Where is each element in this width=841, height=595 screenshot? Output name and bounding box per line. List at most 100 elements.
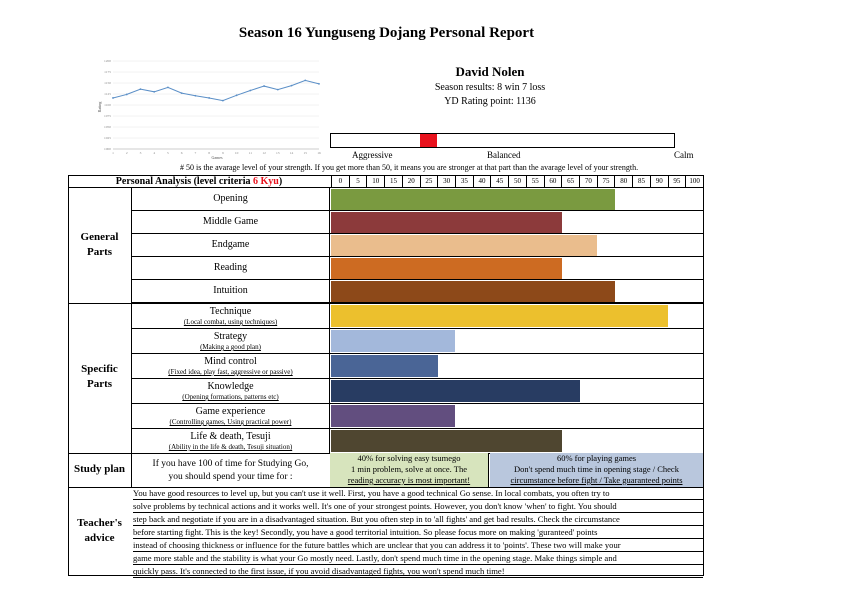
- percent-tick: 40: [472, 176, 491, 187]
- tsumego-plan-line2: 1 min problem, solve at once. The: [351, 464, 467, 474]
- percent-tick: 50: [508, 176, 526, 187]
- percent-tick: 15: [384, 176, 402, 187]
- specific-item-description: (Ability in the life & death, Tesuji sit…: [168, 443, 293, 451]
- specific-item-description: (Local combat, using techniques): [183, 318, 278, 326]
- chart-y-axis-label: Rating: [97, 102, 102, 113]
- games-plan-line2: Don't spend much time in opening stage /…: [514, 464, 679, 474]
- specific-item-cell: Strategy (Making a good plan): [132, 330, 329, 351]
- specific-item-cell: Technique (Local combat, using techniques…: [132, 305, 329, 326]
- general-parts-label: General Parts: [68, 230, 131, 260]
- rating-data-point: [221, 99, 224, 102]
- percent-tick: 25: [419, 176, 438, 187]
- general-item-bar: [331, 189, 615, 210]
- analysis-header: Personal Analysis (level criteria 6 Kyu): [68, 176, 330, 187]
- percent-tick: 10: [366, 176, 384, 187]
- specific-label-line1: Specific: [81, 363, 118, 375]
- specific-item-cell: Life & death, Tesuji (Ability in the life…: [132, 430, 329, 451]
- percent-tick: 20: [401, 176, 420, 187]
- percent-tick: 75: [596, 176, 615, 187]
- specific-parts-label: Specific Parts: [68, 362, 131, 392]
- rating-data-point: [318, 82, 320, 85]
- advice-line: game more stable and the stability is wh…: [133, 552, 703, 565]
- question-line1: If you have 100 of time for Studying Go,: [152, 459, 309, 469]
- percent-tick: 45: [490, 176, 508, 187]
- player-name: David Nolen: [455, 64, 525, 79]
- study-plan-label: Study plan: [73, 463, 126, 475]
- chart-y-tick-label: 1175: [104, 70, 111, 74]
- percent-tick: 30: [437, 176, 455, 187]
- chart-y-tick-label: 1125: [104, 92, 111, 96]
- rating-data-point: [180, 92, 183, 95]
- percent-tick: 70: [579, 176, 597, 187]
- specific-item-description: (Making a good plan): [200, 343, 261, 351]
- analysis-header-text: Personal Analysis (level criteria: [115, 176, 253, 187]
- percent-tick: 60: [543, 176, 562, 187]
- specific-item-label: Knowledge: [207, 381, 254, 392]
- specific-item-bar: [331, 330, 456, 352]
- question-line2: you should spend your time for :: [168, 472, 293, 482]
- rating-data-point: [139, 88, 142, 91]
- general-label-line2: Parts: [86, 246, 113, 258]
- percent-tick: 85: [632, 176, 650, 187]
- general-item-bar: [331, 235, 598, 256]
- chart-x-tick-label: 10: [235, 151, 239, 155]
- chart-x-tick-label: 4: [153, 151, 155, 155]
- chart-y-tick-label: 1000: [104, 147, 111, 151]
- percent-tick: 0: [331, 176, 349, 187]
- rating-data-point: [304, 79, 307, 82]
- report-title: Season 16 Yunguseng Dojang Personal Repo…: [238, 25, 535, 41]
- rating-data-point: [125, 93, 128, 96]
- aggressive-label: Aggressive: [352, 150, 393, 160]
- analysis-header-close: ): [278, 176, 283, 187]
- advice-label-line2: advice: [84, 532, 115, 544]
- chart-x-axis-label: Games: [211, 155, 223, 160]
- advice-line: quickly pass. It's connected to the firs…: [133, 565, 703, 578]
- games-plan-line3: circumstance before fight / Take guarant…: [510, 475, 683, 485]
- balanced-label: Balanced: [487, 150, 521, 160]
- chart-x-tick-label: 15: [304, 151, 308, 155]
- specific-item-bar: [331, 355, 438, 377]
- chart-x-tick-label: 7: [195, 151, 197, 155]
- chart-y-tick-label: 1100: [104, 103, 111, 107]
- chart-y-tick-label: 1200: [104, 59, 111, 63]
- chart-x-tick-label: 8: [208, 151, 210, 155]
- rating-data-point: [263, 85, 265, 87]
- specific-item-description: (Controlling games, Using practical powe…: [169, 418, 292, 426]
- specific-item-cell: Knowledge (Opening formations, patterns e…: [132, 380, 329, 401]
- specific-item-bar: [331, 380, 580, 402]
- specific-item-cell: Mind control (Fixed idea, play fast, aggr…: [132, 355, 329, 376]
- level-criteria: 6 Kyu: [253, 176, 279, 187]
- advice-line: You have good resources to level up, but…: [133, 487, 703, 500]
- specific-item-bar: [331, 305, 669, 327]
- general-item-label: Reading: [213, 262, 248, 273]
- percent-tick: 55: [525, 176, 544, 187]
- rating-series-line: [112, 79, 320, 102]
- advice-line: solve problems by technical actions and …: [133, 500, 703, 513]
- chart-x-tick-label: 5: [167, 151, 169, 155]
- chart-y-tick-label: 1075: [104, 114, 111, 118]
- general-label-line1: General: [80, 231, 119, 243]
- chart-x-tick-label: 14: [290, 151, 294, 155]
- general-item-label: Endgame: [211, 239, 250, 250]
- chart-x-tick-label: 13: [276, 151, 280, 155]
- rating-data-point: [153, 90, 156, 93]
- tsumego-plan-line3: reading accuracy is most important!: [347, 475, 471, 485]
- advice-line: step back and negotiate if you are in a …: [133, 513, 703, 526]
- specific-item-description: (Fixed idea, play fast, aggressive or pa…: [168, 368, 293, 376]
- specific-item-label: Mind control: [204, 356, 257, 367]
- games-plan-line1: 60% for playing games: [556, 453, 637, 463]
- specific-label-line2: Parts: [86, 378, 113, 390]
- chart-y-tick-label: 1050: [104, 125, 111, 129]
- advice-line: before starting fight. This is the key! …: [133, 526, 703, 539]
- specific-item-bar: [331, 405, 456, 427]
- chart-y-tick-label: 1150: [104, 81, 111, 85]
- chart-x-tick-label: 1: [112, 151, 114, 155]
- percent-tick: 65: [561, 176, 579, 187]
- specific-item-bar: [331, 430, 562, 452]
- season-results: Season results: 8 win 7 loss: [434, 82, 546, 93]
- specific-item-label: Technique: [209, 306, 252, 317]
- tsumego-plan-box: 40% for solving easy tsumego 1 min probl…: [330, 453, 489, 487]
- style-scale-bar: [330, 133, 675, 148]
- general-item-label: Opening: [213, 193, 248, 204]
